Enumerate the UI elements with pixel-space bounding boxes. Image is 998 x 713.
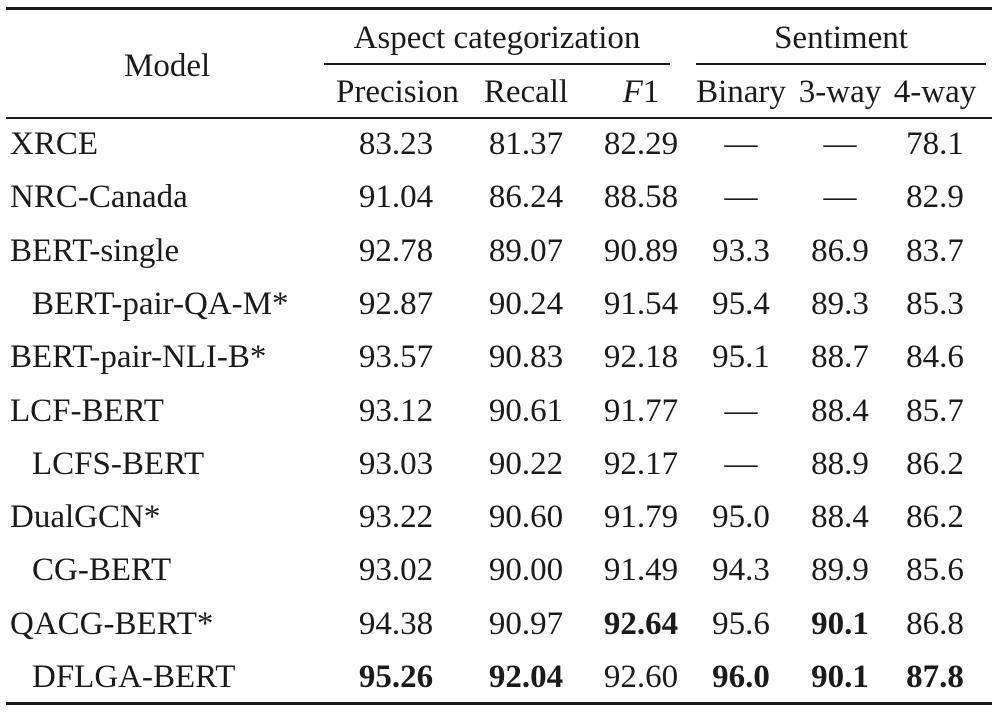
- table-cell: 86.8: [906, 606, 964, 642]
- table-cell: 88.4: [811, 499, 869, 535]
- table-cell: 92.17: [603, 446, 679, 482]
- column-header-label: 3-way: [798, 74, 882, 110]
- top-rule: [6, 7, 992, 10]
- table-cell: 94.3: [712, 552, 770, 588]
- table-cell: —: [823, 179, 857, 215]
- table-cell: 88.7: [811, 339, 869, 375]
- table-cell: 89.07: [488, 233, 564, 269]
- table-cell: 87.8: [906, 659, 964, 695]
- column-header-label: 1: [642, 74, 660, 110]
- table-cell: 93.22: [358, 499, 434, 535]
- column-header: F1: [581, 72, 701, 112]
- table-cell: 86.2: [906, 446, 964, 482]
- table-cell: 93.02: [358, 552, 434, 588]
- table-cell: 92.64: [603, 606, 679, 642]
- table-cell: —: [724, 393, 758, 429]
- table-cell: 90.83: [488, 339, 564, 375]
- model-name: XRCE: [10, 126, 99, 162]
- table-cell: 85.6: [906, 552, 964, 588]
- table-cell: 90.24: [488, 286, 564, 322]
- table-cell: 95.1: [712, 339, 770, 375]
- header-model: Model: [124, 48, 211, 84]
- column-header: 3-way: [780, 72, 900, 112]
- model-name: CG-BERT: [32, 552, 172, 588]
- header-sentiment-group: Sentiment: [774, 20, 908, 56]
- model-name: DFLGA-BERT: [32, 659, 236, 695]
- table-cell: 91.54: [603, 286, 679, 322]
- column-header: Binary: [681, 72, 801, 112]
- table-cell: 85.7: [906, 393, 964, 429]
- table-cell: 93.12: [358, 393, 434, 429]
- aspect-group-rule: [324, 63, 670, 65]
- column-header-prefix: F: [622, 74, 643, 110]
- table-cell: 90.00: [488, 552, 564, 588]
- table-cell: 82.29: [603, 126, 679, 162]
- table-cell: 90.89: [603, 233, 679, 269]
- table-cell: 88.58: [603, 179, 679, 215]
- table-cell: —: [823, 126, 857, 162]
- column-header-label: Recall: [483, 74, 569, 110]
- table-cell: 81.37: [488, 126, 564, 162]
- table-cell: 95.26: [358, 659, 434, 695]
- model-name: LCFS-BERT: [32, 446, 205, 482]
- table-cell: 90.1: [811, 606, 869, 642]
- column-header-label: 4-way: [893, 74, 977, 110]
- bottom-rule: [6, 702, 992, 705]
- table-cell: 92.78: [358, 233, 434, 269]
- table-cell: —: [724, 179, 758, 215]
- table-cell: 92.18: [603, 339, 679, 375]
- table-cell: 88.9: [811, 446, 869, 482]
- table-cell: 89.9: [811, 552, 869, 588]
- column-header: Precision: [336, 72, 459, 112]
- column-header: Recall: [466, 72, 586, 112]
- table-cell: 93.03: [358, 446, 434, 482]
- table-cell: 90.60: [488, 499, 564, 535]
- model-name: BERT-single: [10, 233, 180, 269]
- column-header: 4-way: [875, 72, 995, 112]
- table-cell: 88.4: [811, 393, 869, 429]
- model-name: LCF-BERT: [10, 393, 164, 429]
- column-header-label: Precision: [336, 74, 459, 110]
- table-cell: 86.2: [906, 499, 964, 535]
- table-cell: 86.24: [488, 179, 564, 215]
- table-cell: —: [724, 446, 758, 482]
- table-cell: 91.04: [358, 179, 434, 215]
- table-cell: 92.04: [488, 659, 564, 695]
- table-cell: 92.87: [358, 286, 434, 322]
- table-cell: 82.9: [906, 179, 964, 215]
- table-cell: 95.6: [712, 606, 770, 642]
- table-cell: 91.79: [603, 499, 679, 535]
- table-cell: 94.38: [358, 606, 434, 642]
- table-cell: 92.60: [603, 659, 679, 695]
- table-cell: 78.1: [906, 126, 964, 162]
- table-cell: 91.77: [603, 393, 679, 429]
- table-cell: 90.1: [811, 659, 869, 695]
- table-cell: 91.49: [603, 552, 679, 588]
- table-cell: 84.6: [906, 339, 964, 375]
- header-aspect-group: Aspect categorization: [353, 20, 641, 56]
- model-name: DualGCN*: [10, 499, 161, 535]
- table-cell: —: [724, 126, 758, 162]
- model-name: BERT-pair-NLI-B*: [10, 339, 267, 375]
- table-cell: 90.61: [488, 393, 564, 429]
- table-cell: 90.22: [488, 446, 564, 482]
- model-name: BERT-pair-QA-M*: [32, 286, 289, 322]
- column-header-label: Binary: [696, 74, 786, 110]
- table-cell: 85.3: [906, 286, 964, 322]
- table-cell: 93.3: [712, 233, 770, 269]
- table-cell: 90.97: [488, 606, 564, 642]
- table-cell: 95.4: [712, 286, 770, 322]
- header-bottom-rule: [6, 117, 992, 119]
- model-name: QACG-BERT*: [10, 606, 214, 642]
- table-cell: 93.57: [358, 339, 434, 375]
- model-name: NRC-Canada: [10, 179, 188, 215]
- table-cell: 86.9: [811, 233, 869, 269]
- table-cell: 96.0: [712, 659, 770, 695]
- sentiment-group-rule: [696, 63, 986, 65]
- table-cell: 83.7: [906, 233, 964, 269]
- table-cell: 83.23: [358, 126, 434, 162]
- table-cell: 89.3: [811, 286, 869, 322]
- table-cell: 95.0: [712, 499, 770, 535]
